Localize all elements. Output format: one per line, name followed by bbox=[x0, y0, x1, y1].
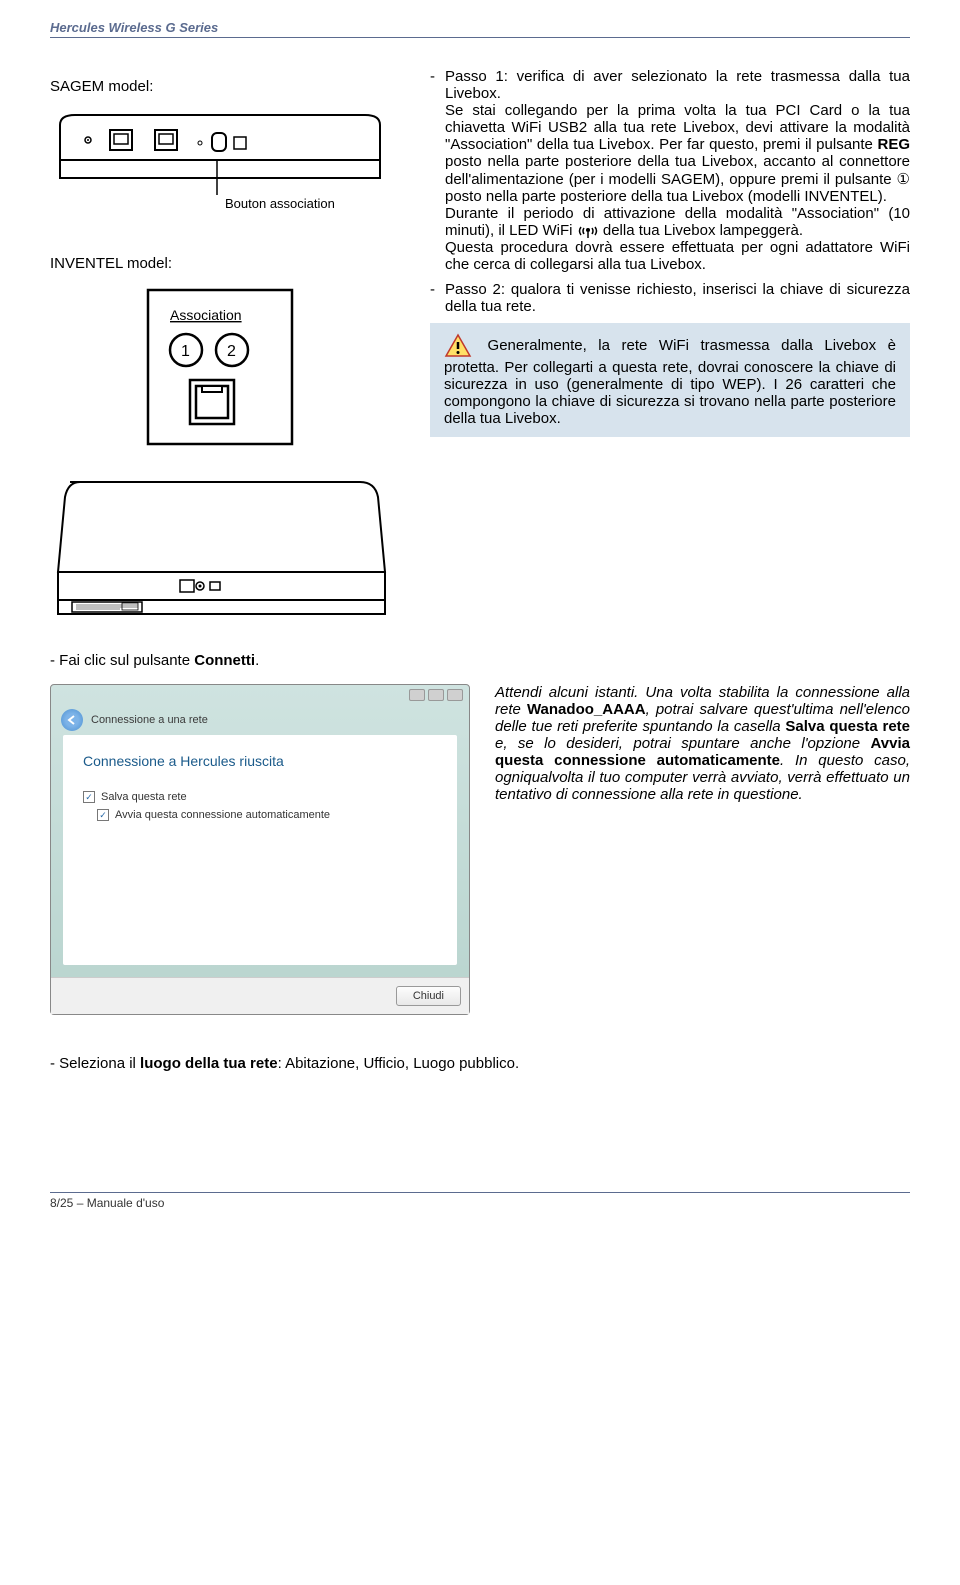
maximize-button[interactable] bbox=[428, 689, 444, 701]
select-location-line: - Seleziona il luogo della tua rete: Abi… bbox=[50, 1055, 910, 1072]
inventel-diagram-bottom bbox=[50, 472, 390, 622]
svg-text:2: 2 bbox=[227, 343, 236, 360]
checkbox-icon: ✓ bbox=[83, 791, 95, 803]
bottom-section: Connessione a una rete Connessione a Her… bbox=[50, 684, 910, 1015]
inventel-diagram-top: Association 1 2 bbox=[50, 282, 390, 452]
checkbox-icon: ✓ bbox=[97, 809, 109, 821]
svg-text:Association: Association bbox=[170, 307, 242, 323]
reg-label: REG bbox=[877, 136, 910, 153]
sagem-diagram: Bouton association bbox=[50, 105, 390, 240]
vista-footer: Chiudi bbox=[51, 977, 469, 1014]
wanadoo-name: Wanadoo_AAAA bbox=[527, 701, 646, 718]
vista-nav-bar: Connessione a una rete bbox=[51, 705, 469, 735]
svg-text:1: 1 bbox=[181, 343, 190, 360]
connetti-bold: Connetti bbox=[194, 652, 255, 669]
warning-icon bbox=[444, 333, 472, 359]
back-button[interactable] bbox=[61, 709, 83, 731]
connetti-prefix: - Fai clic sul pulsante bbox=[50, 652, 194, 669]
vista-dialog: Connessione a una rete Connessione a Her… bbox=[50, 684, 470, 1015]
vista-heading: Connessione a Hercules riuscita bbox=[83, 753, 437, 769]
step-2: - Passo 2: qualora ti venisse richiesto,… bbox=[430, 281, 910, 315]
close-button[interactable]: Chiudi bbox=[396, 986, 461, 1006]
checkbox-auto-connect[interactable]: ✓ Avvia questa connessione automaticamen… bbox=[97, 809, 437, 821]
wifi-icon bbox=[577, 223, 599, 239]
svg-text:Bouton association: Bouton association bbox=[225, 196, 335, 211]
inventel-label: INVENTEL model: bbox=[50, 255, 410, 272]
bt-c: e, se lo desideri, potrai spuntare anche… bbox=[495, 735, 871, 752]
salva-bold: Salva questa rete bbox=[785, 718, 910, 735]
infobox-text: Generalmente, la rete WiFi trasmessa dal… bbox=[444, 337, 896, 427]
screenshot-column: Connessione a una rete Connessione a Her… bbox=[50, 684, 470, 1015]
connetti-line: - Fai clic sul pulsante Connetti. bbox=[50, 652, 910, 669]
document-header: Hercules Wireless G Series bbox=[50, 20, 910, 38]
vista-titlebar bbox=[51, 685, 469, 705]
close-window-button[interactable] bbox=[447, 689, 463, 701]
step1-body-a: Se stai collegando per la prima volta la… bbox=[445, 102, 910, 153]
step1-body-b: posto nella parte posteriore della tua L… bbox=[445, 153, 910, 205]
step1-body-d: della tua Livebox lampeggerà. bbox=[603, 222, 803, 239]
checkbox-save-network[interactable]: ✓ Salva questa rete bbox=[83, 791, 437, 803]
connetti-suffix: . bbox=[255, 652, 259, 669]
sagem-label: SAGEM model: bbox=[50, 78, 410, 95]
nav-label: Connessione a una rete bbox=[91, 714, 208, 726]
instructions-column: - Passo 1: verifica di aver selezionato … bbox=[430, 68, 910, 637]
step2-text: Passo 2: qualora ti venisse richiesto, i… bbox=[445, 281, 910, 315]
check2-label: Avvia questa connessione automaticamente bbox=[115, 809, 330, 821]
bottom-instructions: Attendi alcuni istanti. Una volta stabil… bbox=[495, 684, 910, 1015]
dash: - bbox=[430, 281, 435, 315]
last-prefix: - Seleziona il bbox=[50, 1055, 140, 1072]
last-bold: luogo della tua rete bbox=[140, 1055, 278, 1072]
step1-intro: Passo 1: verifica di aver selezionato la… bbox=[445, 68, 910, 102]
last-suffix: : Abitazione, Ufficio, Luogo pubblico. bbox=[278, 1055, 520, 1072]
check1-label: Salva questa rete bbox=[101, 791, 187, 803]
step-1: - Passo 1: verifica di aver selezionato … bbox=[430, 68, 910, 273]
page-footer: 8/25 – Manuale d'uso bbox=[50, 1192, 910, 1210]
dash: - bbox=[430, 68, 435, 273]
info-box: Generalmente, la rete WiFi trasmessa dal… bbox=[430, 323, 910, 437]
step1-body-e: Questa procedura dovrà essere effettuata… bbox=[445, 239, 910, 273]
diagrams-column: SAGEM model: Bouton association INVENTEL… bbox=[50, 68, 410, 637]
vista-content: Connessione a Hercules riuscita ✓ Salva … bbox=[63, 735, 457, 965]
top-section: SAGEM model: Bouton association INVENTEL… bbox=[50, 68, 910, 637]
minimize-button[interactable] bbox=[409, 689, 425, 701]
